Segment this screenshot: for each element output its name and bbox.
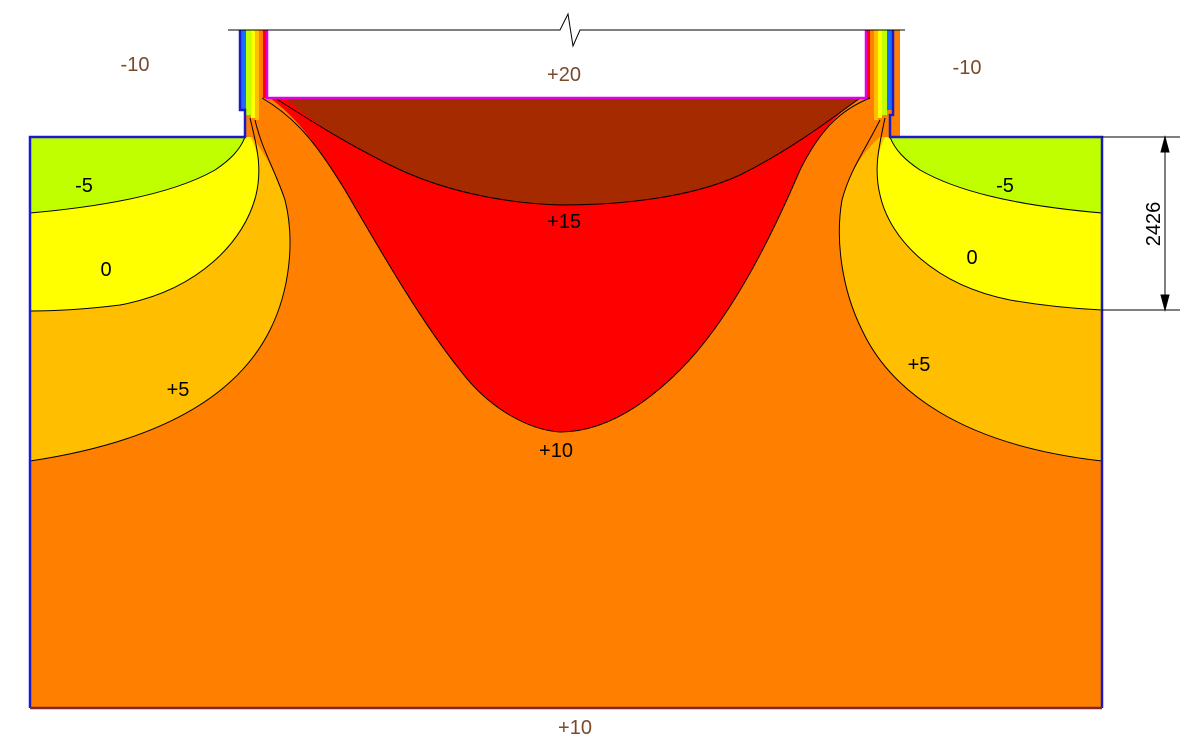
wall-layer-right-5 (882, 30, 887, 115)
label-outside-left: -10 (121, 54, 150, 76)
isoline-minus5-left (29, 136, 246, 214)
isoline-zero-left (29, 117, 260, 312)
interior-space (267, 30, 866, 98)
iso-label-left-minus5: -5 (75, 175, 93, 197)
isolines (29, 97, 1103, 462)
isoline-plus5-right (838, 119, 1103, 462)
isoline-zero-right (876, 117, 1103, 311)
wall-layer-right-2 (870, 30, 874, 98)
wall-layer-left-3 (251, 30, 255, 118)
iso-label-left-zero: 0 (100, 259, 111, 281)
wall-layer-right-3 (874, 30, 878, 120)
interior-boundary (265, 30, 868, 100)
iso-label-center-plus10: +10 (539, 440, 573, 462)
label-ground-bottom: +10 (558, 717, 592, 739)
iso-label-right-plus5: +5 (908, 354, 931, 376)
break-line (228, 12, 905, 48)
wall-layer-right-6 (887, 30, 893, 110)
wall-layer-left-6 (263, 30, 267, 98)
wall-layer-left-5 (259, 30, 263, 98)
isoline-plus15-center (274, 97, 861, 206)
wall-layer-left-1 (240, 30, 246, 110)
iso-label-right-minus5: -5 (996, 175, 1014, 197)
band-above20-center (285, 98, 860, 205)
band-minus5-right (890, 137, 1102, 213)
dimension-line (1102, 135, 1180, 312)
isoline-plus5-left (29, 119, 291, 462)
wall-layer-left-2 (246, 30, 251, 115)
exterior-boundary (28, 30, 1104, 708)
isoline-plus10-center (261, 97, 871, 433)
isoline-minus5-right (889, 136, 1103, 214)
band-minus5-left (30, 137, 245, 213)
iso-label-left-plus5: +5 (167, 379, 190, 401)
iso-label-right-zero: 0 (966, 247, 977, 269)
wall-layer-right-4 (878, 30, 882, 118)
label-inside-top: +20 (547, 64, 581, 86)
iso-label-center-plus15: +15 (547, 211, 581, 233)
wall-layer-left-4 (255, 30, 259, 120)
wall-layer-right-1 (866, 30, 870, 98)
label-outside-right: -10 (953, 57, 982, 79)
dimension-value: 2426 (1143, 202, 1165, 247)
